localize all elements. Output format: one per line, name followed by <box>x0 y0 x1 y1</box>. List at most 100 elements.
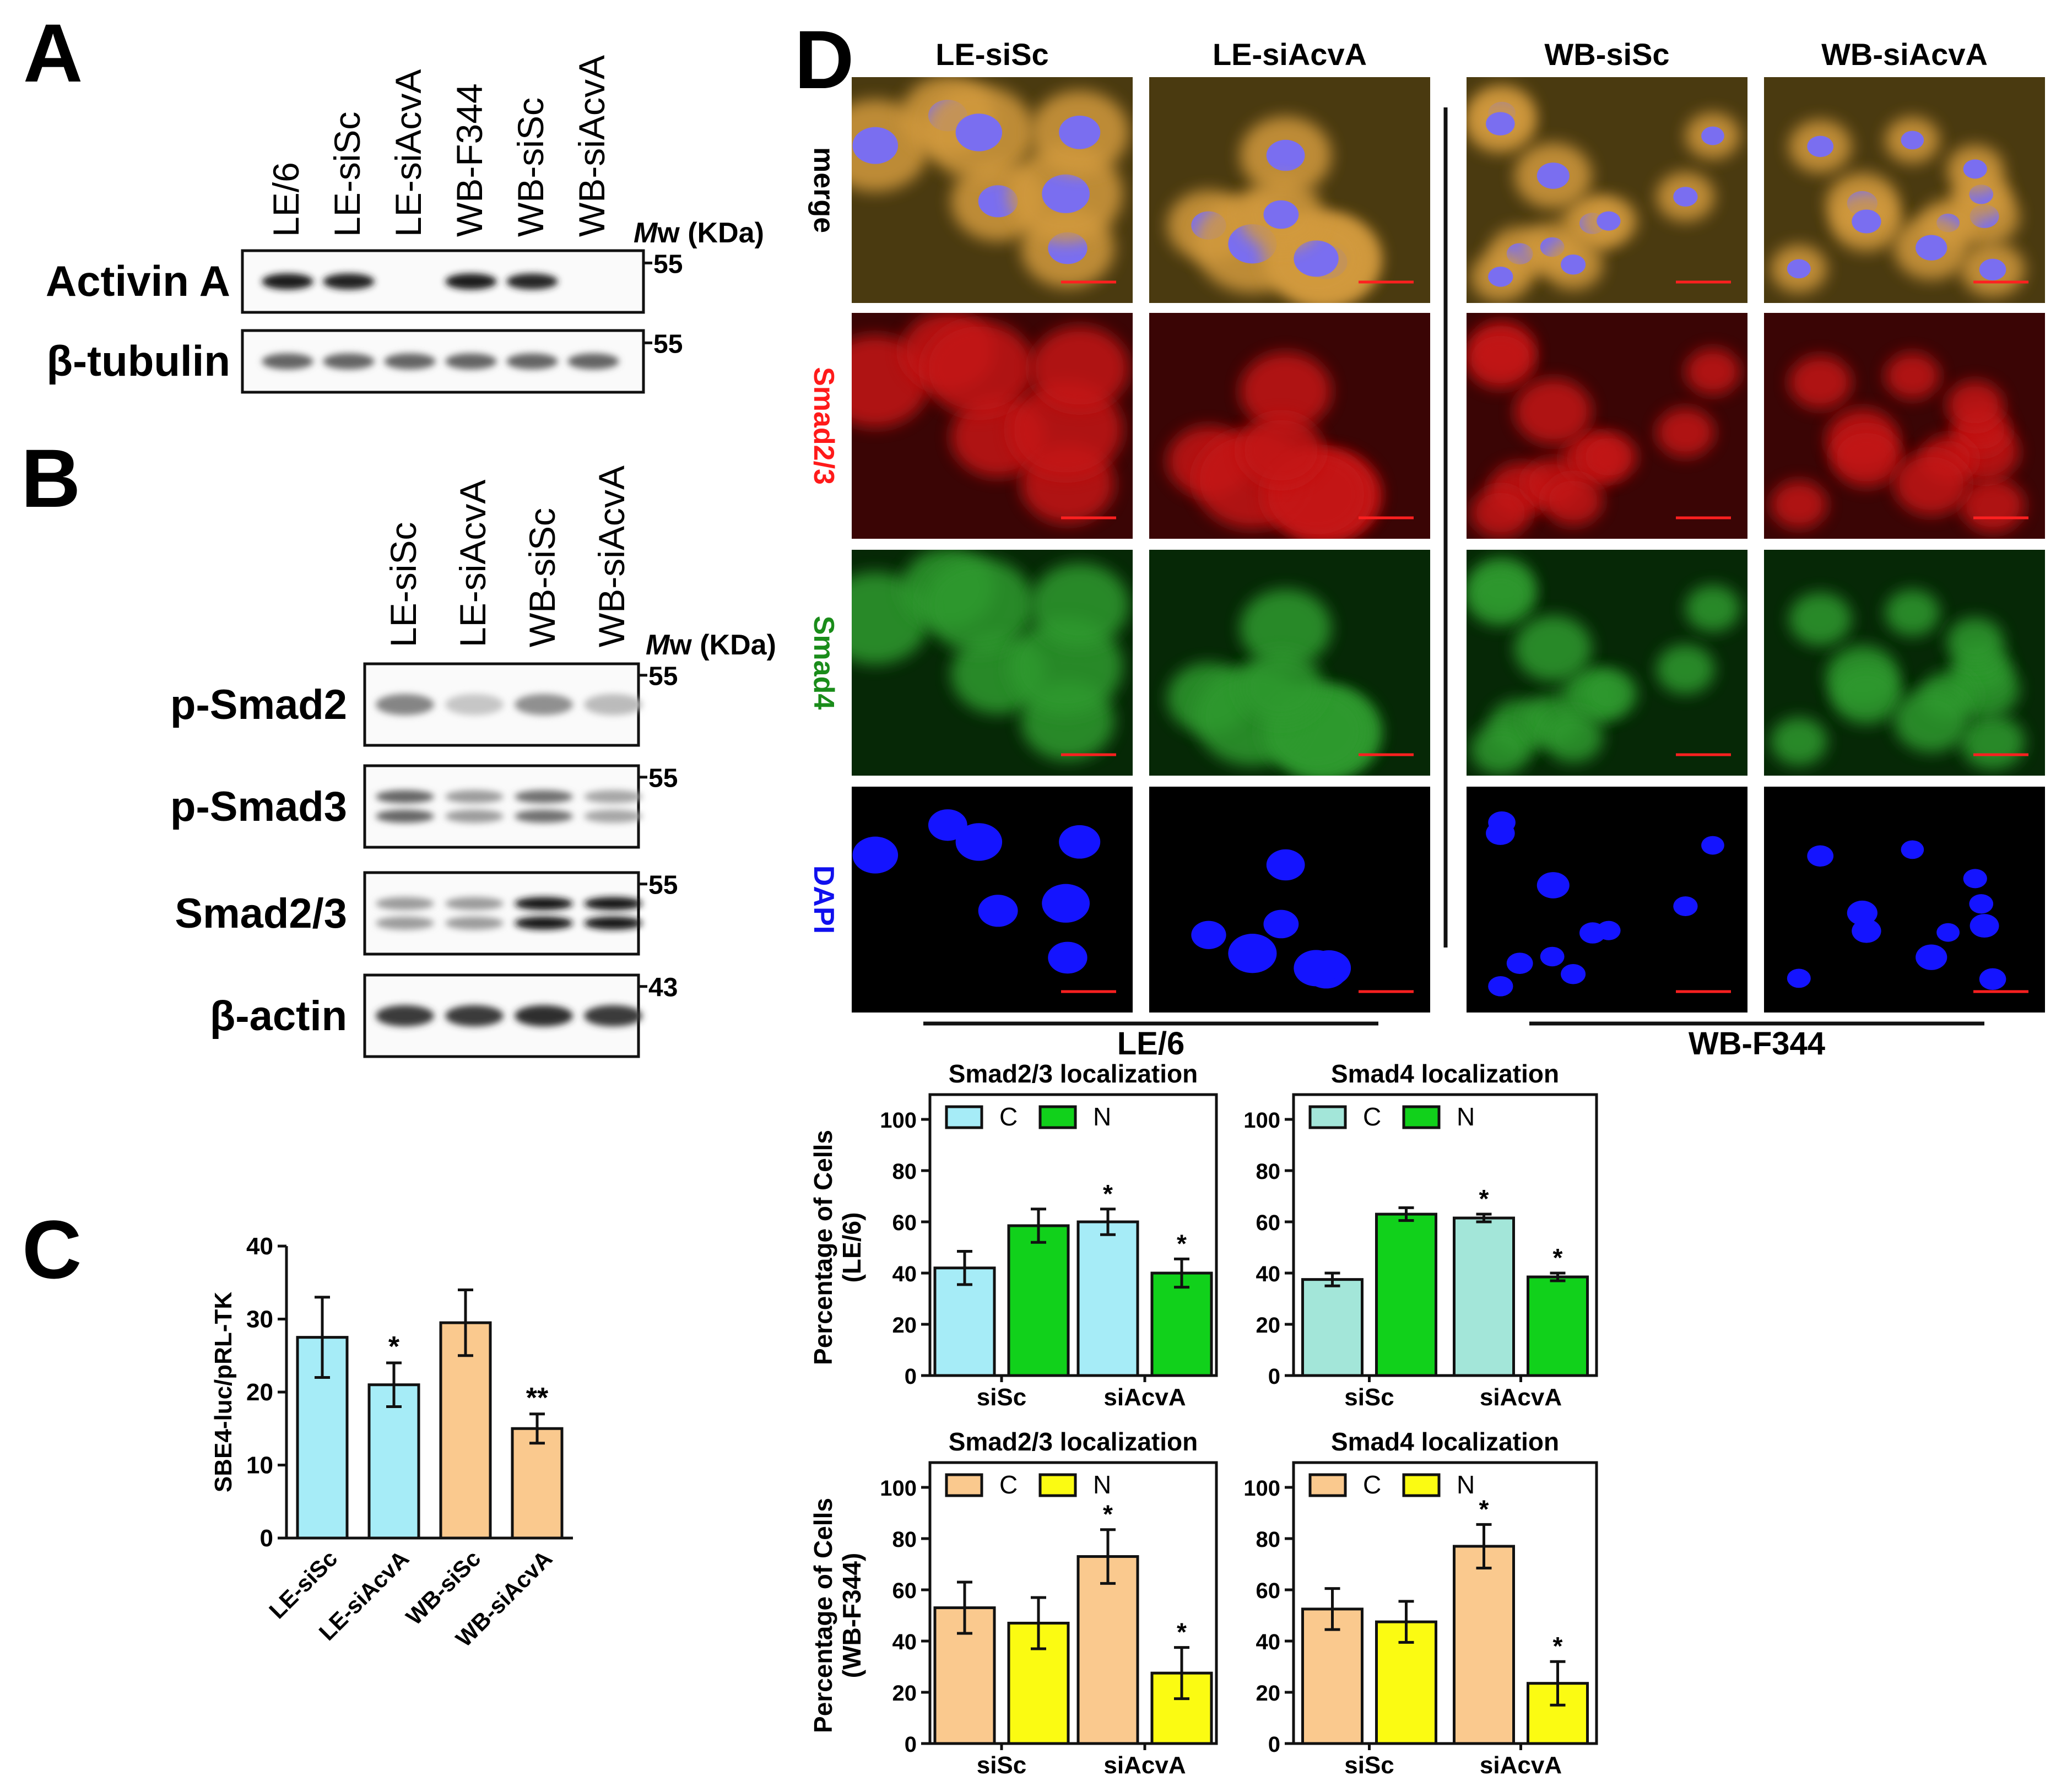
nucleus <box>1042 884 1090 923</box>
micro-tile <box>1149 313 1430 539</box>
significance-mark: * <box>1479 1495 1489 1523</box>
protein-label: p-Smad3 <box>170 783 347 830</box>
cell <box>1470 487 1530 538</box>
bar <box>511 1427 564 1540</box>
nucleus <box>955 113 1003 151</box>
mw-rest: w (KDa) <box>657 217 764 249</box>
blot-a-mw-header: Mw (KDa) <box>634 217 764 249</box>
cell <box>1961 478 2025 533</box>
blot-band <box>584 897 642 911</box>
y-tick-label: 80 <box>892 1528 917 1552</box>
mw-value: 55 <box>653 250 683 279</box>
y-tick-label: 0 <box>1268 1365 1280 1389</box>
bar <box>1150 1271 1213 1377</box>
micro-tile <box>1149 787 1430 1013</box>
significance-mark: * <box>1103 1179 1113 1208</box>
blot-row: p-Smad2 55 <box>170 662 678 747</box>
blot-band <box>584 1005 642 1027</box>
panel-label-d: D <box>794 13 854 106</box>
micro-tile <box>1764 550 2045 776</box>
cell <box>1030 563 1129 647</box>
cell <box>1893 688 1969 752</box>
nucleus <box>1263 200 1299 229</box>
y-tick-label: 20 <box>1256 1681 1281 1706</box>
significance-mark: * <box>388 1331 400 1363</box>
nucleus <box>1916 235 1947 261</box>
significance-mark: * <box>1479 1184 1489 1213</box>
nucleus <box>1847 900 1878 925</box>
nucleus <box>1059 115 1101 149</box>
microscopy-grid: LE-siSc LE-siAcvA WB-siSc WB-siAcvA merge Sma… <box>808 37 2045 1062</box>
blot-band <box>515 694 573 716</box>
y-tick-label: 60 <box>1256 1579 1281 1603</box>
blot-band <box>445 897 504 911</box>
cell <box>1239 651 1323 723</box>
significance-mark: * <box>1553 1632 1563 1660</box>
nucleus <box>1807 136 1834 158</box>
nucleus <box>1701 126 1724 145</box>
x-tick-label: siSc <box>977 1384 1027 1411</box>
micro-tile <box>1467 77 1747 303</box>
cell <box>1580 669 1637 718</box>
lane-label: WB-siAcvA <box>591 465 632 647</box>
nucleus <box>1506 952 1533 974</box>
x-tick-label: siAcvA <box>1103 1752 1186 1779</box>
legend-label: N <box>1457 1470 1475 1499</box>
nucleus <box>1901 131 1924 150</box>
nucleus <box>1597 211 1621 231</box>
micro-row-label: DAPI <box>808 865 840 934</box>
lane-label: LE/6 <box>266 162 306 237</box>
legend-swatch <box>1402 1105 1441 1129</box>
localization-chart: 0 20 40 60 80 100 Percentage of Cells (LE/6) Sma… <box>809 1059 1218 1411</box>
micro-cells <box>1787 840 2006 990</box>
lane-label: WB-F344 <box>449 83 490 237</box>
y-tick-label: 100 <box>1243 1108 1280 1133</box>
chart-title: Smad4 localization <box>1331 1059 1559 1088</box>
y-axis-label: SBE4-luc/pRL-TK <box>210 1292 237 1492</box>
x-tick-label: siAcvA <box>1480 1752 1562 1779</box>
protein-label: β-tubulin <box>47 337 230 385</box>
blot-a: LE/6 LE-siSc LE-siAcvA WB-F344 WB-siSc WB-siA… <box>46 55 764 394</box>
cell <box>1771 480 1827 529</box>
nucleus <box>1561 254 1586 275</box>
cell <box>1885 589 1940 636</box>
cell <box>1946 618 2004 666</box>
legend-swatch <box>1038 1105 1077 1129</box>
lane-label: LE-siSc <box>383 522 424 647</box>
y-tick-label: 60 <box>1256 1211 1281 1235</box>
nucleus <box>1673 896 1698 917</box>
cell <box>1514 615 1592 681</box>
bar <box>1301 1278 1364 1377</box>
cell <box>1831 664 1902 724</box>
nucleus <box>1266 139 1305 171</box>
blot-band <box>262 353 313 370</box>
lane-label: LE-siAcvA <box>388 69 429 237</box>
cell <box>1789 592 1852 646</box>
cell <box>1685 585 1740 632</box>
nucleus <box>1191 921 1226 949</box>
nucleus <box>1916 944 1947 970</box>
cell <box>1656 408 1715 457</box>
nucleus <box>1969 894 1994 914</box>
micro-row-label: Smad2/3 <box>808 367 840 485</box>
blot-band <box>584 916 642 930</box>
bar <box>1375 1212 1437 1377</box>
bar <box>1007 1224 1070 1377</box>
nucleus <box>1294 240 1339 277</box>
x-tick-label: siSc <box>1344 1384 1394 1411</box>
nucleus <box>1901 840 1924 859</box>
nucleus <box>1963 159 1987 179</box>
bar <box>1453 1545 1515 1745</box>
blot-band <box>445 273 497 290</box>
y-tick-label: 20 <box>892 1313 917 1338</box>
blot-band <box>445 694 504 716</box>
chart-title: Smad2/3 localization <box>949 1427 1198 1456</box>
cell <box>1831 427 1902 487</box>
legend-label: C <box>1363 1102 1381 1131</box>
mw-value: 55 <box>648 662 678 691</box>
x-tick-label: siSc <box>1344 1752 1394 1779</box>
cell <box>1514 378 1592 445</box>
chart-luciferase: 010203040SBE4-luc/pRL-TKLE-siSc*LE-siAcv… <box>210 1233 573 1652</box>
y-tick-label: 80 <box>1256 1160 1281 1184</box>
nucleus <box>1536 872 1570 898</box>
